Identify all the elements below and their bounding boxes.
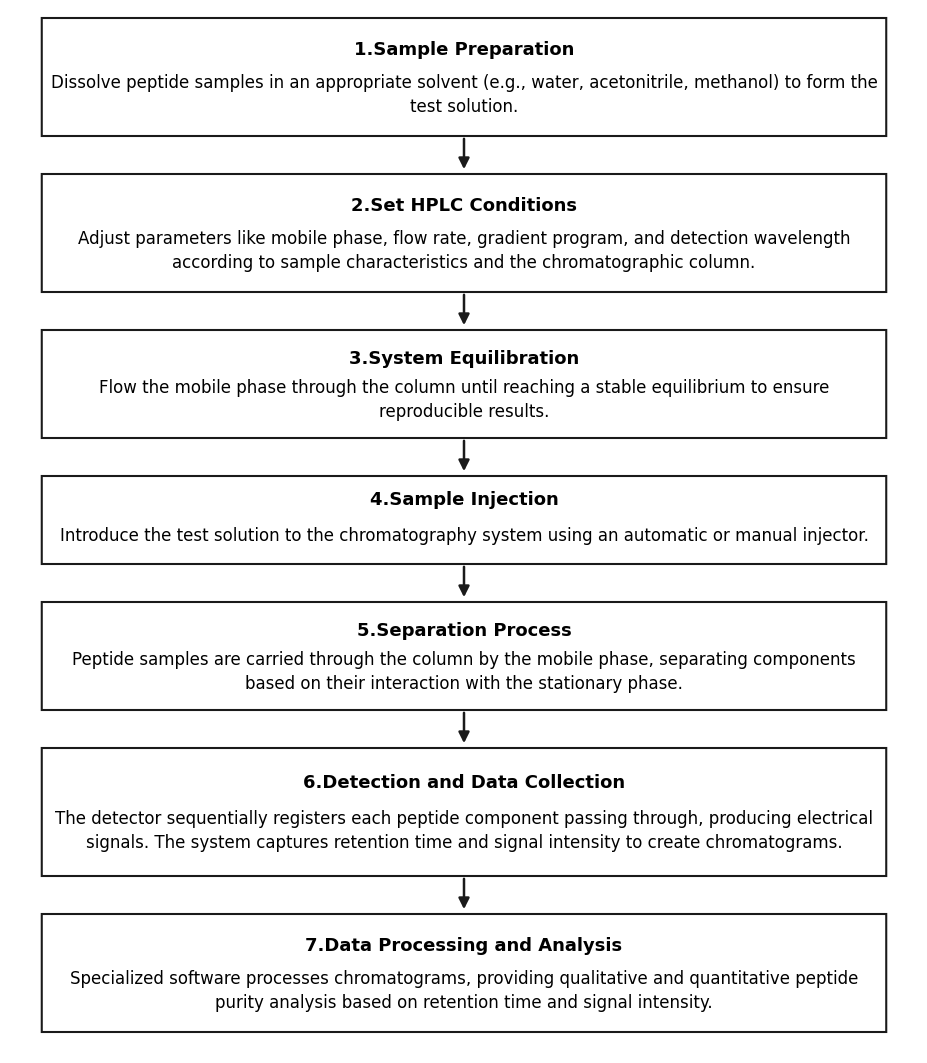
Text: 2.Set HPLC Conditions: 2.Set HPLC Conditions [350, 197, 577, 215]
Text: 5.Separation Process: 5.Separation Process [356, 622, 571, 640]
Text: Flow the mobile phase through the column until reaching a stable equilibrium to : Flow the mobile phase through the column… [98, 379, 829, 421]
FancyBboxPatch shape [42, 476, 885, 564]
FancyBboxPatch shape [42, 748, 885, 876]
Text: 7.Data Processing and Analysis: 7.Data Processing and Analysis [305, 937, 622, 955]
Text: Dissolve peptide samples in an appropriate solvent (e.g., water, acetonitrile, m: Dissolve peptide samples in an appropria… [50, 73, 877, 116]
FancyBboxPatch shape [42, 18, 885, 136]
FancyBboxPatch shape [42, 914, 885, 1032]
Text: 3.System Equilibration: 3.System Equilibration [349, 350, 578, 368]
Text: Adjust parameters like mobile phase, flow rate, gradient program, and detection : Adjust parameters like mobile phase, flo… [78, 230, 849, 272]
Text: 4.Sample Injection: 4.Sample Injection [369, 491, 558, 509]
Text: The detector sequentially registers each peptide component passing through, prod: The detector sequentially registers each… [55, 810, 872, 853]
Text: Specialized software processes chromatograms, providing qualitative and quantita: Specialized software processes chromatog… [70, 969, 857, 1012]
Text: Introduce the test solution to the chromatography system using an automatic or m: Introduce the test solution to the chrom… [59, 527, 868, 545]
Text: Peptide samples are carried through the column by the mobile phase, separating c: Peptide samples are carried through the … [72, 651, 855, 693]
FancyBboxPatch shape [42, 602, 885, 710]
Text: 1.Sample Preparation: 1.Sample Preparation [353, 40, 574, 58]
FancyBboxPatch shape [42, 330, 885, 438]
Text: 6.Detection and Data Collection: 6.Detection and Data Collection [302, 774, 625, 792]
FancyBboxPatch shape [42, 174, 885, 292]
